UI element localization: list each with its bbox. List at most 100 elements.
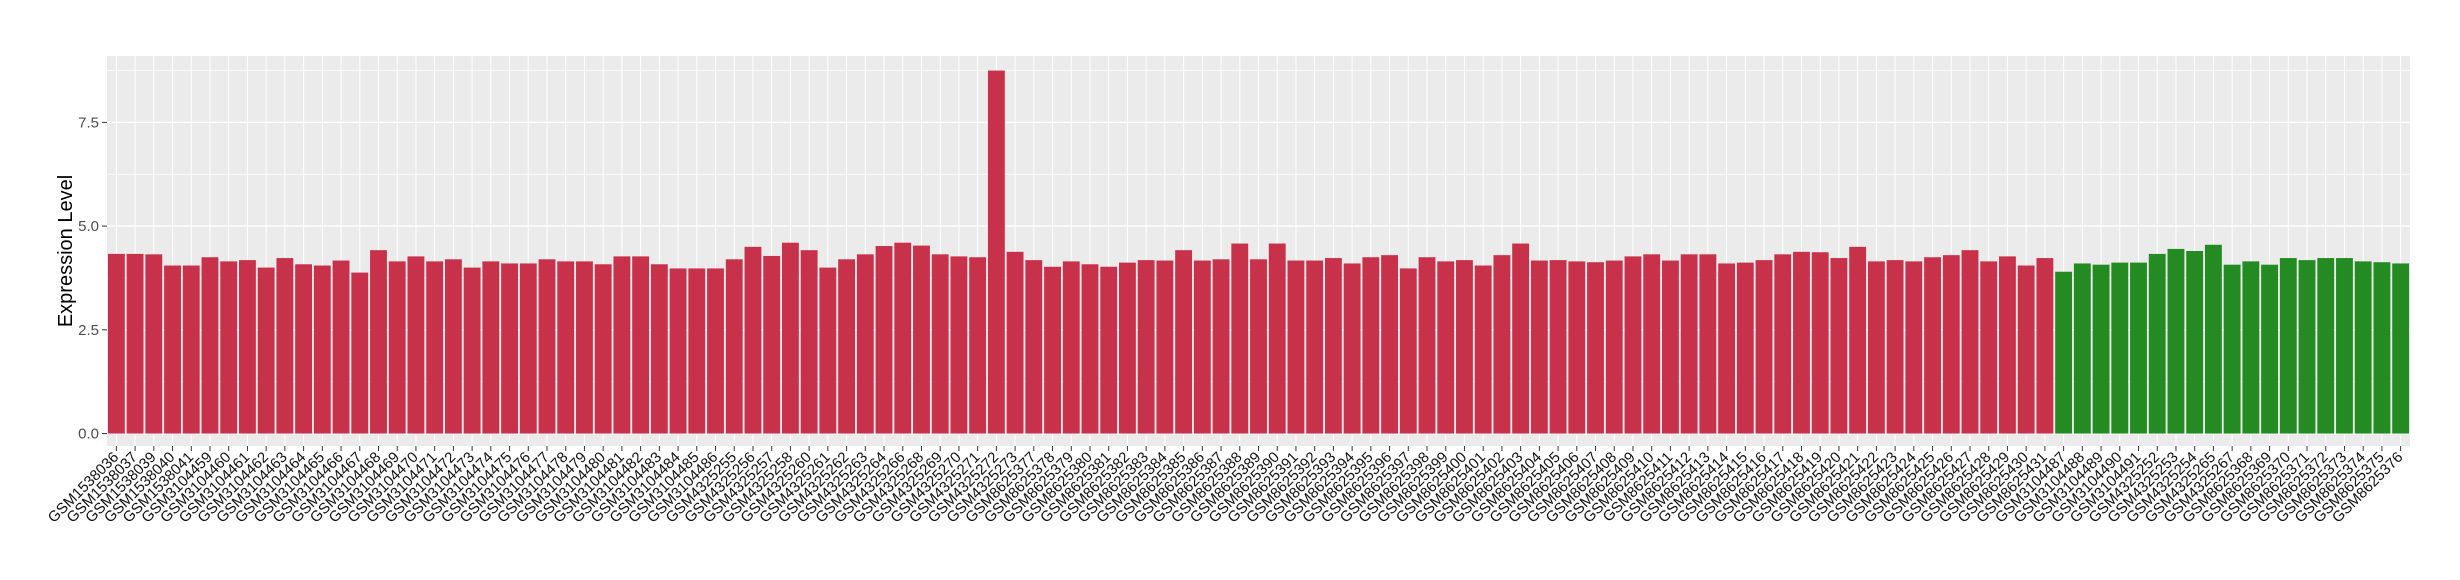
bar	[1231, 243, 1249, 434]
bar	[688, 268, 706, 434]
bar	[1661, 260, 1679, 434]
bar	[1287, 260, 1305, 434]
bar	[1306, 260, 1324, 434]
bar	[2373, 262, 2391, 434]
bar	[1530, 260, 1548, 434]
bar	[1605, 260, 1623, 434]
bar	[2336, 258, 2353, 434]
bar	[1736, 262, 1754, 434]
bar	[1980, 261, 1998, 434]
bars	[107, 70, 2410, 434]
bar	[1362, 257, 1380, 434]
bar	[2223, 264, 2241, 434]
bar	[1268, 243, 1286, 434]
bar	[650, 264, 668, 434]
bar	[538, 259, 556, 434]
bar	[2279, 258, 2297, 434]
bar	[2130, 262, 2147, 434]
bar	[1250, 259, 1267, 434]
bar	[501, 263, 518, 434]
bar	[1643, 254, 1661, 434]
bar	[407, 256, 425, 434]
bar	[969, 257, 987, 434]
y-tick-label: 0.0	[78, 426, 99, 443]
bar	[182, 265, 200, 434]
bar	[313, 265, 331, 434]
bar	[1774, 254, 1792, 434]
bar	[1399, 268, 1417, 434]
y-axis: 0.0 2.5 5.0 7.5	[78, 114, 107, 443]
bar	[1699, 254, 1717, 434]
bar	[1119, 262, 1136, 434]
bar	[257, 267, 275, 434]
bar	[1830, 258, 1848, 434]
bar	[2242, 261, 2260, 434]
bar	[201, 257, 219, 434]
bar	[220, 261, 238, 434]
bar	[1849, 246, 1867, 434]
bar	[126, 253, 144, 434]
bar	[1456, 260, 1473, 434]
y-tick-label: 2.5	[78, 322, 99, 339]
bar	[1680, 254, 1698, 434]
bar	[463, 267, 481, 434]
bar	[1175, 250, 1193, 434]
bar	[2354, 261, 2372, 434]
bar	[1006, 251, 1024, 434]
y-axis-label: Expression Level	[55, 175, 77, 327]
bar	[1793, 251, 1810, 434]
bar	[1324, 258, 1342, 434]
bar	[1381, 255, 1398, 434]
bar	[819, 267, 837, 434]
bar	[1081, 264, 1099, 434]
bar	[800, 250, 818, 434]
bar	[2017, 265, 2035, 434]
bar	[444, 259, 462, 434]
bar	[2055, 271, 2073, 434]
bar	[2392, 263, 2410, 434]
bar	[594, 264, 612, 434]
bar	[1549, 260, 1567, 434]
x-axis: GSM1538036GSM1538037GSM1538039GSM1538040…	[45, 446, 2406, 526]
bar	[1156, 260, 1174, 434]
bar	[482, 261, 500, 434]
bar	[632, 256, 650, 434]
bar	[1755, 260, 1773, 434]
bar	[2261, 264, 2278, 434]
bar	[1924, 257, 1941, 434]
bar	[2167, 248, 2185, 434]
bar	[894, 242, 912, 434]
bar	[164, 265, 181, 434]
bar	[295, 264, 313, 434]
bar	[388, 261, 406, 434]
bar	[2036, 258, 2054, 434]
y-tick-label: 5.0	[78, 218, 99, 235]
bar	[669, 268, 687, 434]
y-tick-label: 7.5	[78, 114, 99, 131]
bar	[239, 260, 256, 434]
bar	[2148, 253, 2166, 434]
bar	[2298, 260, 2316, 434]
bar	[1512, 243, 1530, 434]
bar	[145, 254, 163, 434]
bar	[744, 246, 762, 434]
bar	[1193, 260, 1211, 434]
bar	[1137, 260, 1155, 434]
bar	[613, 256, 631, 434]
bar	[351, 272, 369, 434]
bar	[875, 246, 893, 434]
bar	[1999, 256, 2016, 434]
bar	[1886, 260, 1904, 434]
bar	[1212, 259, 1230, 434]
bar	[276, 258, 294, 434]
bar	[763, 255, 781, 434]
bar	[913, 245, 930, 434]
bar	[1343, 263, 1361, 434]
bar	[1942, 255, 1960, 434]
bar	[2092, 264, 2110, 434]
bar	[931, 254, 949, 434]
bar	[1718, 263, 1736, 434]
bar	[107, 253, 125, 434]
bar	[370, 250, 387, 434]
